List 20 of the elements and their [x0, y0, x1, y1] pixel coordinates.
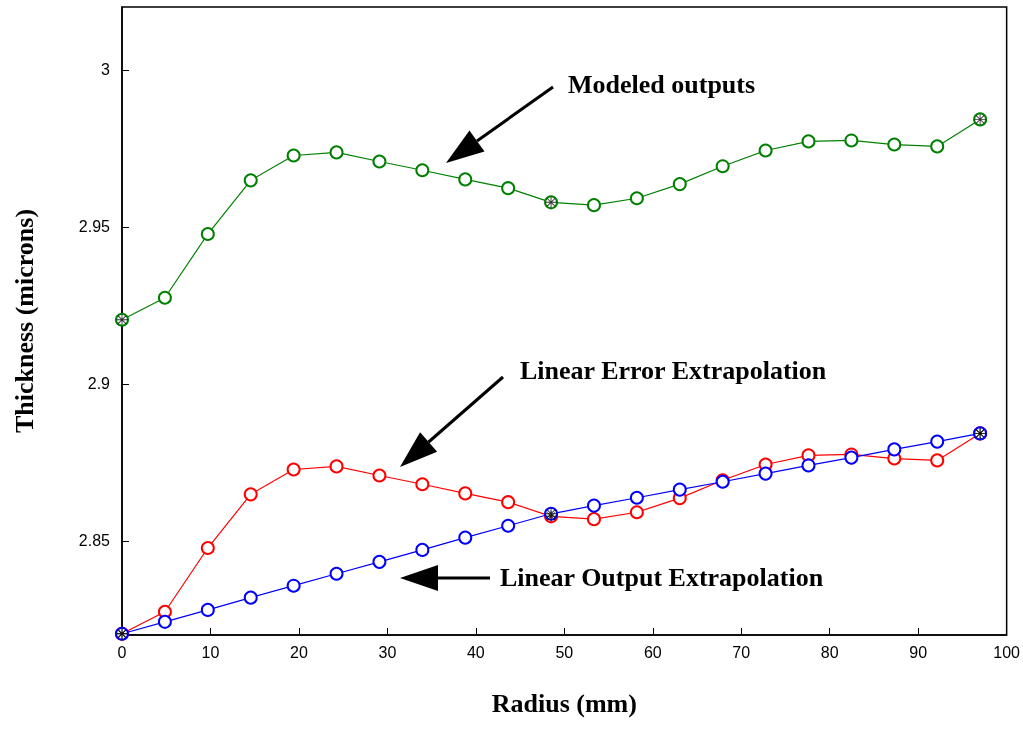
x-tick-label: 40 [466, 643, 485, 661]
x-tick-label: 90 [909, 643, 928, 661]
y-tick-label: 3 [101, 61, 111, 79]
y-tick-label: 2.9 [87, 375, 111, 393]
x-tick-label: 30 [378, 643, 397, 661]
annotation: Linear Output Extrapolation [500, 562, 824, 592]
x-tick-label: 100 [993, 643, 1021, 661]
x-tick-label: 50 [555, 643, 574, 661]
x-tick-label: 20 [290, 643, 308, 661]
x-tick-label: 0 [117, 643, 127, 661]
x-tick-label: 80 [820, 643, 839, 661]
x-axis-title: Radius (mm) [491, 688, 637, 718]
x-tick-label: 10 [201, 643, 220, 661]
x-tick-label: 70 [732, 643, 751, 661]
annotation: Linear Error Extrapolation [520, 355, 827, 385]
y-axis-title: Thickness (microns) [9, 208, 39, 434]
annotation: Modeled outputs [568, 69, 756, 99]
y-tick-label: 2.85 [78, 532, 111, 550]
y-tick-label: 2.95 [78, 218, 111, 236]
x-tick-label: 60 [643, 643, 662, 661]
